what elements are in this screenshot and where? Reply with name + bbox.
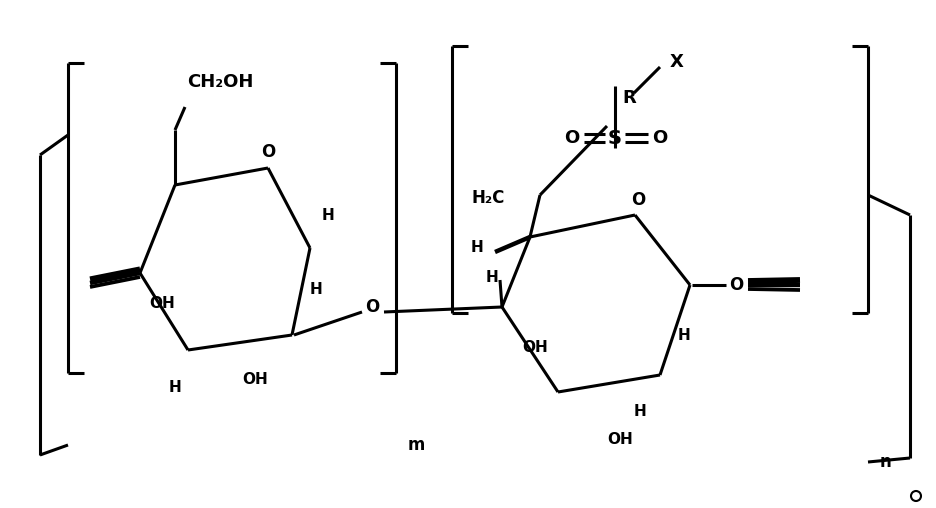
Text: n: n bbox=[880, 453, 892, 471]
Text: m: m bbox=[408, 436, 425, 454]
Text: H₂C: H₂C bbox=[472, 189, 505, 207]
Text: O: O bbox=[652, 129, 667, 147]
Text: H: H bbox=[634, 404, 647, 420]
Text: O: O bbox=[631, 191, 645, 209]
Text: H: H bbox=[310, 282, 323, 298]
Text: OH: OH bbox=[149, 296, 175, 310]
Text: H: H bbox=[470, 240, 483, 256]
Text: OH: OH bbox=[607, 432, 633, 448]
Text: S: S bbox=[608, 129, 622, 147]
Text: X: X bbox=[670, 53, 684, 71]
Text: OH: OH bbox=[242, 372, 268, 388]
Text: CH₂OH: CH₂OH bbox=[187, 73, 253, 91]
Text: O: O bbox=[729, 276, 743, 294]
Text: H: H bbox=[678, 328, 691, 342]
Text: H: H bbox=[322, 207, 335, 223]
Text: OH: OH bbox=[522, 340, 548, 356]
Text: H: H bbox=[485, 270, 498, 284]
Text: O: O bbox=[365, 298, 379, 316]
Text: H: H bbox=[168, 380, 182, 396]
Text: R: R bbox=[622, 89, 636, 107]
Text: O: O bbox=[564, 129, 579, 147]
Text: O: O bbox=[261, 143, 275, 161]
